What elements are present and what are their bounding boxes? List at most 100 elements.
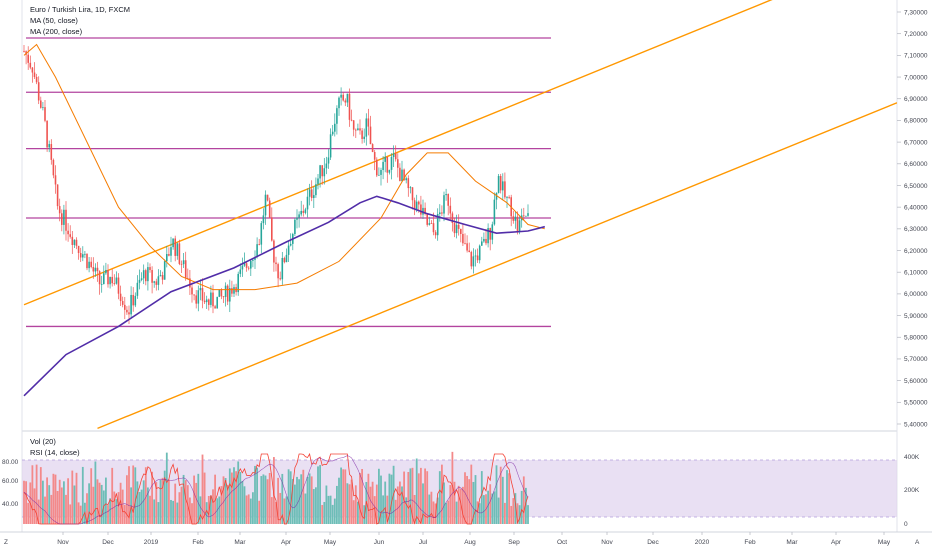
volume-bar [119,482,122,524]
price-tick-label: 6,60000 [904,161,928,168]
volume-bar [214,474,216,524]
volume-bar [472,481,475,524]
candle-body [392,153,395,157]
volume-bar [226,484,229,524]
volume-bar [422,483,424,524]
candle-body [96,267,99,272]
candle-body [264,194,267,216]
candle-body [149,267,151,271]
candle-body [260,223,263,245]
rsi-line [23,452,529,525]
candle-body [468,250,470,252]
volume-bar [350,479,353,524]
candle-body [193,294,195,296]
candle-body [329,134,332,158]
candle-body [422,207,424,215]
candle-body [472,256,475,267]
candle-body [527,213,529,216]
channel-lines[interactable] [23,0,897,429]
candle-body [56,184,59,207]
volume-bar [54,474,57,524]
candle-body [266,194,269,201]
volume-bar [275,501,277,524]
candle-body [52,159,55,176]
candle-body [29,62,32,68]
volume-bar [218,496,221,524]
volume-bar [48,485,51,524]
corner-label-right[interactable]: A [915,539,920,546]
candle-body [23,51,25,52]
volume-bar [308,473,311,524]
candle-body [262,215,265,224]
candle-body [516,216,519,232]
volume-bar [470,464,473,524]
candle-body [365,118,368,137]
candle-body [323,168,326,177]
time-tick-label: May [324,539,337,546]
candle-body [283,257,286,263]
candle-body [105,269,107,274]
candle-body [126,309,128,313]
volume-bar [317,466,319,524]
time-tick-label: Mar [234,539,246,546]
volume-bar [67,478,69,524]
volume-bar [222,476,225,524]
volume-bar [480,471,483,524]
candle-body [447,193,449,206]
volume-bar [92,486,95,524]
horizontal-levels[interactable] [26,37,551,328]
candle-body [86,253,88,269]
volume-bar [459,488,462,524]
candle-body [218,289,221,297]
candle-body [103,273,105,285]
candle-body [245,263,248,268]
candle-body [518,220,521,232]
volume-bar [191,503,193,524]
candle-body [483,238,485,242]
candle-body [434,232,437,236]
candle-body [151,270,153,283]
volume-bar [33,488,36,524]
candle-body [449,205,452,214]
price-tick-label: 7,20000 [904,31,928,38]
volume-bar [77,502,80,524]
candle-body [201,288,204,301]
candle-body [344,100,347,103]
time-tick-label: Mar [786,539,798,546]
candle-body [82,254,84,258]
candles [23,44,529,324]
rsi-series [23,452,529,525]
volume-bar [56,490,59,524]
candle-body [153,281,155,283]
price-pane[interactable] [22,0,897,430]
price-axis[interactable]: 7,30000 7,20000 7,10000 7,00000 6,90000 6,800… [897,9,928,428]
volume-bar [411,467,414,524]
volume-bar [390,474,393,524]
volume-bar [508,473,510,524]
volume-bar [453,481,456,524]
candle-body [275,262,277,265]
volume-bar [520,490,523,524]
candle-body [170,247,172,256]
volume-bar [69,504,72,524]
volume-tick-label: 400K [904,454,920,461]
candle-body [212,292,214,307]
volume-bar [493,491,496,524]
volume-bar [193,475,195,524]
price-tick-label: 5,50000 [904,400,928,407]
time-axis[interactable]: Nov Dec 2019 Feb Mar Apr May Jun Jul Aug Sep Oct Nov… [57,532,891,546]
candle-body [485,238,487,244]
candle-body [77,245,80,254]
volume-bar [489,484,492,524]
candle-body [163,261,166,280]
corner-label-left[interactable]: Z [4,539,8,546]
volume-bar [386,495,389,524]
volume-bar [241,481,244,524]
volume-bar [522,476,525,524]
volume-bar [260,476,263,524]
volume-bar [327,495,330,524]
volume-bar [367,473,370,524]
candle-body [506,197,508,198]
volume-bar [79,505,82,524]
